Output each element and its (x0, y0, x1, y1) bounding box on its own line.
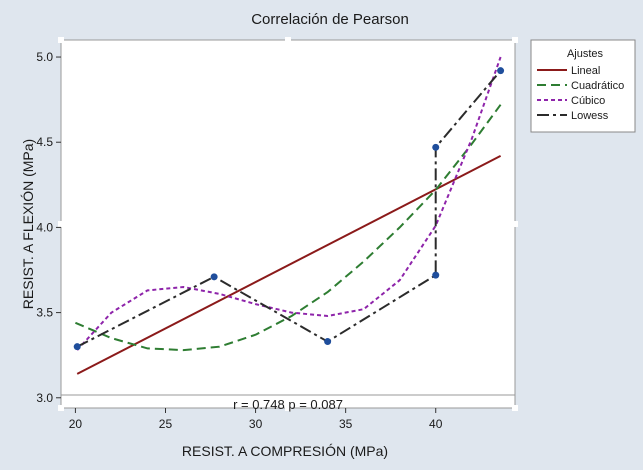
y-tick-label: 4.0 (36, 220, 53, 234)
fit-lines (75, 56, 502, 375)
y-axis-label: RESIST. A FLEXIÓN (MPa) (20, 139, 36, 309)
data-points (73, 67, 505, 351)
correlation-stats: r = 0.748 p = 0.087 (233, 397, 343, 412)
x-tick-label: 35 (339, 417, 353, 431)
legend-entry: Lowess (571, 110, 609, 122)
legend: Ajustes Lineal Cuadrático Cúbico Lowess (530, 39, 636, 133)
frame-handle (58, 37, 64, 43)
legend-entry: Cuadrático (571, 80, 624, 92)
y-tick-label: 3.0 (36, 391, 53, 405)
data-point (73, 343, 81, 351)
frame-handle (285, 37, 291, 43)
data-point (432, 143, 440, 151)
x-tick-label: 30 (249, 417, 263, 431)
frame-handle (58, 221, 64, 227)
data-point (210, 273, 218, 281)
y-tick-label: 3.5 (36, 306, 53, 320)
frame-handle (512, 221, 518, 227)
plot-area (60, 39, 516, 409)
legend-entry: Lineal (571, 65, 600, 77)
legend-box (530, 39, 636, 133)
frame-handle (58, 405, 64, 411)
series-line-lineal (76, 155, 502, 375)
series-line-cuadrtico (75, 104, 502, 352)
y-tick-label: 5.0 (36, 50, 53, 64)
legend-title: Ajustes (567, 48, 604, 60)
x-axis-label: RESIST. A COMPRESIÓN (MPa) (182, 443, 388, 459)
y-tick-label: 4.5 (36, 135, 53, 149)
plot-frame-handles (58, 37, 518, 411)
chart-title: Correlación de Pearson (251, 11, 409, 28)
data-point (324, 338, 332, 346)
legend-entry: Cúbico (571, 95, 605, 107)
series-line-cbico (76, 56, 502, 351)
frame-handle (512, 405, 518, 411)
frame-handle (512, 37, 518, 43)
x-tick-label: 40 (429, 417, 443, 431)
x-tick-label: 20 (69, 417, 83, 431)
x-tick-label: 25 (159, 417, 173, 431)
frame-handle (285, 405, 291, 411)
axis-ticks: 20 25 30 35 40 3.0 3.5 4.0 4.5 5.0 (36, 50, 442, 431)
data-point (497, 67, 505, 75)
series-line-lowess (76, 70, 502, 348)
data-point (432, 271, 440, 279)
